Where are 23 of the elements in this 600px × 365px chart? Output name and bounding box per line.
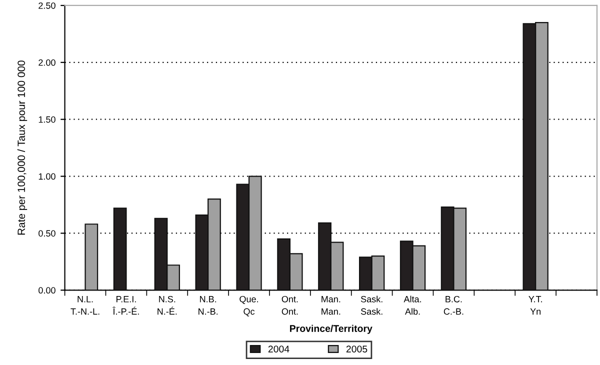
y-tick-label: 1.50 <box>38 116 56 123</box>
x-tick-label: Que. Qc <box>240 296 258 316</box>
legend-label: 2005 <box>346 346 368 353</box>
x-tick-label: Man. Man. <box>322 296 340 315</box>
legend-label: 2004 <box>268 346 290 353</box>
x-tick-label: Sask. Sask. <box>360 296 382 315</box>
x-tick-label: Ont. Ont. <box>282 296 298 315</box>
x-tick-label: B.C. C.-B. <box>444 296 464 315</box>
bar <box>113 208 127 290</box>
x-tick-label: N.L. T.-N.-L. <box>70 296 100 315</box>
x-tick-label: Alta. Alb. <box>404 296 421 315</box>
x-tick-label: N.S. N.-É. <box>158 296 177 315</box>
bar <box>84 224 98 290</box>
x-tick-label: N.B. N.-B. <box>198 296 218 315</box>
y-axis-title: Rate per 100,000 / Taux pour 100 000 <box>17 60 28 235</box>
x-axis-title: Province/Territory <box>290 324 372 334</box>
y-tick-label: 1.00 <box>38 173 56 180</box>
y-tick-label: 2.50 <box>38 2 56 9</box>
y-tick-label: 2.00 <box>38 59 56 66</box>
y-tick-label: 0.50 <box>38 230 56 237</box>
x-tick-label: Y.T. Yn <box>528 296 542 315</box>
x-tick-label: P.E.I. Î.-P.-É. <box>112 296 139 315</box>
y-tick-label: 0.00 <box>38 287 56 294</box>
